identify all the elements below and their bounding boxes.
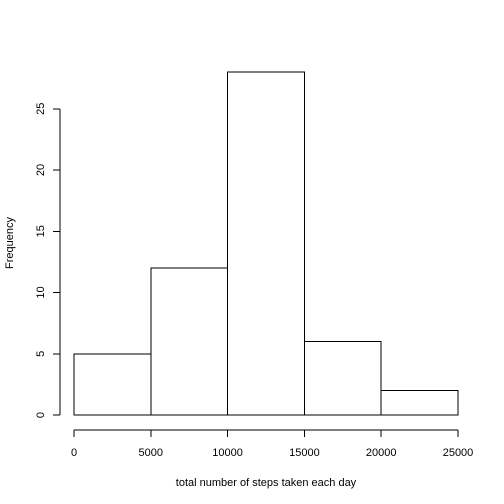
y-tick-label-5: 25	[35, 103, 47, 115]
histogram-bar-0	[74, 354, 151, 415]
x-axis-label: total number of steps taken each day	[176, 477, 357, 489]
x-tick-label-1: 5000	[139, 447, 163, 459]
x-tick-label-4: 20000	[366, 447, 397, 459]
y-tick-label-3: 15	[35, 225, 47, 237]
histogram-bar-2	[228, 72, 305, 415]
histogram-bar-1	[151, 268, 228, 415]
x-tick-label-3: 15000	[289, 447, 320, 459]
y-tick-label-4: 20	[35, 164, 47, 176]
histogram-bar-4	[381, 391, 458, 416]
y-tick-label-2: 10	[35, 286, 47, 298]
y-tick-label-0: 0	[35, 412, 47, 418]
bars-layer	[74, 72, 458, 415]
x-axis: 0 5000 10000 15000 20000 25000	[71, 430, 473, 459]
y-axis-label: Frequency	[4, 217, 16, 269]
x-tick-label-2: 10000	[212, 447, 243, 459]
y-tick-label-1: 5	[35, 351, 47, 357]
x-tick-label-5: 25000	[443, 447, 474, 459]
y-axis: 0 5 10 15 20 25	[35, 103, 60, 418]
histogram-bar-3	[304, 342, 381, 416]
x-tick-label-0: 0	[71, 447, 77, 459]
